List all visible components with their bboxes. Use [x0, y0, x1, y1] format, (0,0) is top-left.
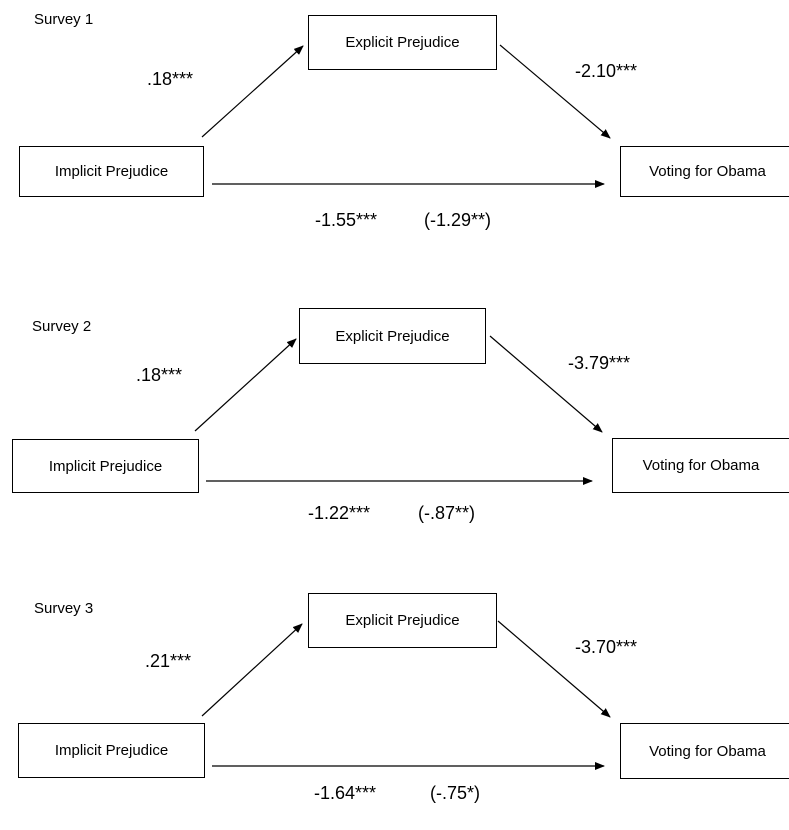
node-explicit-prejudice: Explicit Prejudice	[308, 593, 497, 648]
survey-label: Survey 1	[34, 11, 94, 28]
arrow-explicit-to-outcome	[499, 44, 611, 139]
node-implicit-prejudice: Implicit Prejudice	[19, 146, 204, 197]
arrow-implicit-to-explicit	[194, 338, 297, 432]
coef-direct-total: -1.55***	[315, 210, 378, 230]
coef-explicit-to-outcome: -3.79***	[568, 353, 631, 373]
node-explicit-prejudice: Explicit Prejudice	[308, 15, 497, 70]
arrow-explicit-to-outcome	[489, 335, 603, 433]
node-implicit-prejudice: Implicit Prejudice	[18, 723, 205, 778]
coef-direct-controlled: (-1.29**)	[424, 210, 492, 230]
mediation-diagram-survey-2: Survey 2 Implicit Prejudice Explicit Pre…	[0, 306, 789, 546]
path-arrows	[201, 44, 611, 188]
path-arrows	[201, 620, 611, 770]
coef-direct-total: -1.22***	[308, 503, 371, 523]
coef-explicit-to-outcome: -3.70***	[575, 637, 638, 657]
survey-label: Survey 3	[34, 600, 94, 617]
coef-direct-total: -1.64***	[314, 783, 377, 803]
coef-direct-controlled: (-.87**)	[418, 503, 476, 523]
coef-implicit-to-explicit: .18***	[147, 69, 194, 89]
node-voting-for-obama: Voting for Obama	[620, 723, 789, 779]
coef-implicit-to-explicit: .18***	[136, 365, 183, 385]
node-implicit-prejudice: Implicit Prejudice	[12, 439, 199, 493]
node-explicit-prejudice: Explicit Prejudice	[299, 308, 486, 364]
survey-label: Survey 2	[32, 318, 92, 335]
mediation-diagram-survey-3: Survey 3 Implicit Prejudice Explicit Pre…	[0, 590, 789, 830]
coef-direct-controlled: (-.75*)	[430, 783, 481, 803]
path-arrows	[194, 335, 603, 485]
arrow-implicit-to-explicit	[201, 623, 303, 717]
node-voting-for-obama: Voting for Obama	[620, 146, 789, 197]
node-voting-for-obama: Voting for Obama	[612, 438, 789, 493]
mediation-diagram-survey-1: Survey 1 Implicit Prejudice Explicit Pre…	[0, 0, 789, 240]
coef-explicit-to-outcome: -2.10***	[575, 61, 638, 81]
coef-implicit-to-explicit: .21***	[145, 651, 192, 671]
arrow-explicit-to-outcome	[497, 620, 611, 718]
arrow-implicit-to-explicit	[201, 45, 304, 138]
